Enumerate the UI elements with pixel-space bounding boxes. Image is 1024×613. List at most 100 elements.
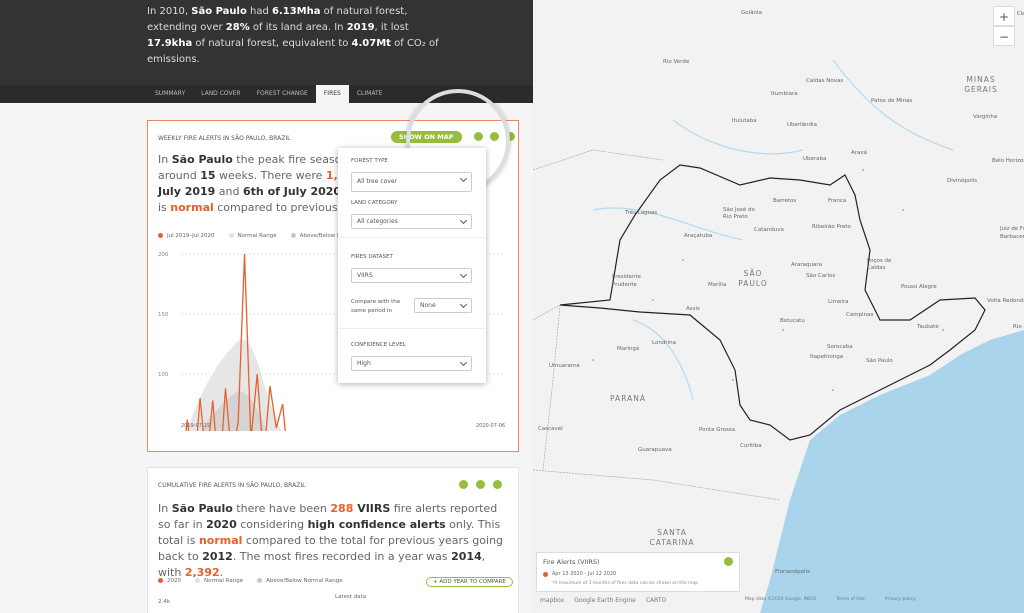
city-label: Franca xyxy=(828,198,846,204)
widget-tools xyxy=(459,480,506,489)
text-segment: of its land area. In xyxy=(249,22,347,33)
legend-dot xyxy=(543,572,548,577)
legend-label: Above/Below Normal Range xyxy=(266,578,343,584)
legend-label: Jul 2019–Jul 2020 xyxy=(167,233,215,239)
tab[interactable]: FOREST CHANGE xyxy=(256,90,308,97)
tab[interactable]: LAND COVER xyxy=(201,90,241,97)
zoom-in[interactable]: + xyxy=(993,6,1015,26)
text-segment: 28% xyxy=(225,22,250,33)
text-segment: In 2010, xyxy=(147,6,192,17)
city-label: Florianópolis xyxy=(775,568,810,575)
city-label: Volta Redonda xyxy=(987,298,1024,304)
tab[interactable]: CLIMATE xyxy=(356,90,383,97)
attribution-item: Google Earth Engine xyxy=(574,597,636,604)
text-segment: 6th of July 2020 xyxy=(243,185,342,198)
select[interactable]: VIIRS xyxy=(351,268,472,283)
text-segment: July 2019 xyxy=(158,185,216,198)
footer-link[interactable]: Map data ©2020 Google, INEGI xyxy=(745,597,816,602)
city-label: Araxá xyxy=(851,149,867,156)
y-tick-label: 100 xyxy=(158,372,169,378)
city-label: Maringá xyxy=(617,345,639,352)
city-label: MINAS xyxy=(966,75,995,84)
cumulative-widget: CUMULATIVE FIRE ALERTS IN SÃO PAULO, BRA… xyxy=(147,467,519,613)
legend-item: Above/Below Normal Range xyxy=(257,578,343,584)
text-segment: of CO₂ of emissions. xyxy=(147,38,439,65)
text-segment: São Paulo xyxy=(171,153,233,166)
city-label: Itumbiara xyxy=(771,91,798,97)
text-segment: compared to the total for previous years… xyxy=(158,534,504,563)
info-button[interactable] xyxy=(724,557,733,566)
legend-swatch xyxy=(257,578,263,583)
legend: Jul 2019–Jul 2020 Normal Range Above/Below… xyxy=(158,233,366,239)
city-label: Ponta Grossa xyxy=(699,427,735,433)
city-label: Marília xyxy=(708,281,726,288)
text-segment: of natural forest, extending over xyxy=(147,6,408,33)
city-label: Ribeirão Preto xyxy=(812,224,851,230)
text-segment: In xyxy=(158,153,172,166)
settings-button[interactable] xyxy=(459,480,468,489)
widget-title: WEEKLY FIRE ALERTS IN SÃO PAULO, BRAZIL xyxy=(158,135,291,142)
text-segment: fire alerts reported so far in xyxy=(158,502,498,531)
text-segment: normal xyxy=(170,201,214,214)
text-segment: 288 xyxy=(330,502,354,515)
zoom-out[interactable]: − xyxy=(993,26,1015,46)
text-segment: 2014 xyxy=(451,550,482,563)
footer-link[interactable]: Privacy policy xyxy=(884,597,916,602)
fire-dot xyxy=(652,299,654,301)
fire-dot xyxy=(862,169,864,171)
fire-dot xyxy=(902,209,904,211)
city-label: São José do xyxy=(723,206,755,213)
text-segment: considering xyxy=(236,518,308,531)
widget-sentence: In São Paulo there have been 288 VIIRS f… xyxy=(158,501,508,581)
city-label: Presidente xyxy=(612,274,642,280)
select[interactable]: All tree cover xyxy=(351,172,472,192)
text-segment: , it lost xyxy=(374,22,409,33)
legend: 2020 Normal Range Above/Below Normal Range xyxy=(158,578,343,584)
city-label: Uberaba xyxy=(803,156,826,162)
footer-link[interactable]: Terms of Use xyxy=(835,597,865,602)
city-label: GERAIS xyxy=(964,85,998,94)
city-label: Uberlândia xyxy=(787,121,817,128)
tab[interactable]: FIRES xyxy=(315,85,349,103)
header-text: In 2010, São Paulo had 6.13Mha of natura… xyxy=(147,4,457,68)
city-label: CATARINA xyxy=(649,538,694,547)
ocean xyxy=(760,330,1024,613)
y-tick-label: 2.4k xyxy=(158,599,170,605)
share-button[interactable] xyxy=(493,480,502,489)
settings-dropdown: FOREST TYPE All tree cover LAND CATEGORY Al… xyxy=(338,148,486,383)
map-footer: Map data ©2020 Google, INEGI Terms of Use… xyxy=(745,597,916,602)
city-label: São Paulo xyxy=(866,358,893,364)
header: In 2010, São Paulo had 6.13Mha of natura… xyxy=(0,0,533,85)
city-label: Araraquara xyxy=(791,262,822,268)
city-label: Barbacena xyxy=(1000,234,1024,240)
select[interactable]: All categories xyxy=(351,214,472,229)
tool-button[interactable] xyxy=(506,132,515,141)
city-label: Prudente xyxy=(612,282,637,288)
text-segment: In xyxy=(158,502,172,515)
tab[interactable]: SUMMARY xyxy=(155,90,186,97)
info-button[interactable] xyxy=(476,480,485,489)
field-label: CONFIDENCE LEVEL xyxy=(351,342,406,348)
text-segment: . The most fires recorded in a year was xyxy=(232,550,452,563)
y-tick-label: 150 xyxy=(158,312,169,318)
city-label: Assis xyxy=(686,306,700,312)
sidebar: In 2010, São Paulo had 6.13Mha of natura… xyxy=(0,0,533,613)
city-label: Botucatu xyxy=(780,318,805,324)
city-label: Taubaté xyxy=(916,323,939,330)
legend-label: Normal Range xyxy=(204,578,244,584)
city-label: Ituiutaba xyxy=(732,118,757,124)
text-segment: 15 xyxy=(200,169,216,182)
city-label: Sorocaba xyxy=(827,344,853,350)
select[interactable]: None xyxy=(414,298,472,313)
select[interactable]: High xyxy=(351,356,472,371)
city-label: Araçatuba xyxy=(684,233,712,239)
text-segment: 2012 xyxy=(202,550,233,563)
fire-dot xyxy=(832,389,834,391)
text-segment: 4.07Mt xyxy=(351,38,391,49)
legend-item: Normal Range xyxy=(228,233,277,239)
legend-title: Fire Alerts (VIIRS) xyxy=(543,558,600,566)
city-label: Campinas xyxy=(846,312,873,318)
city-label: Juiz de Fora xyxy=(999,226,1024,232)
add-year-button[interactable]: + ADD YEAR TO COMPARE xyxy=(426,577,513,587)
